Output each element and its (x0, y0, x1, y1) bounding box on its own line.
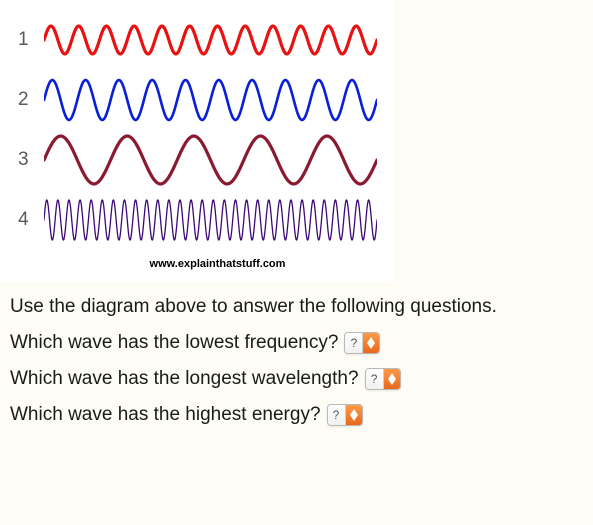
question-text-2: Which wave has the longest wavelength? (10, 368, 359, 390)
wave-label-2: 2 (18, 89, 44, 111)
answer-current-1: ? (345, 333, 363, 353)
answer-selector-3[interactable]: ? (327, 404, 363, 426)
wave-row-2: 2 (18, 70, 377, 130)
wave-1 (44, 12, 377, 68)
intro-text: Use the diagram above to answer the foll… (10, 296, 583, 318)
question-1: Which wave has the lowest frequency?? (10, 332, 583, 354)
wave-label-3: 3 (18, 149, 44, 171)
answer-selector-2[interactable]: ? (365, 368, 401, 390)
wave-diagram: 1 2 3 4 www.explainthatstuff.com (0, 0, 395, 282)
attribution-text: www.explainthatstuff.com (18, 250, 377, 274)
wave-4 (44, 192, 377, 248)
wave-row-1: 1 (18, 10, 377, 70)
question-3: Which wave has the highest energy?? (10, 404, 583, 426)
wave-label-1: 1 (18, 29, 44, 51)
intro-label: Use the diagram above to answer the foll… (10, 296, 497, 318)
question-text-3: Which wave has the highest energy? (10, 404, 321, 426)
wave-row-3: 3 (18, 130, 377, 190)
stepper-arrows-icon[interactable] (384, 369, 400, 389)
answer-current-2: ? (366, 369, 384, 389)
wave-label-4: 4 (18, 209, 44, 231)
answer-selector-1[interactable]: ? (344, 332, 380, 354)
wave-2 (44, 72, 377, 128)
wave-3 (44, 132, 377, 188)
question-text-1: Which wave has the lowest frequency? (10, 332, 338, 354)
question-block: Use the diagram above to answer the foll… (0, 282, 593, 450)
question-2: Which wave has the longest wavelength?? (10, 368, 583, 390)
wave-row-4: 4 (18, 190, 377, 250)
answer-current-3: ? (328, 405, 346, 425)
stepper-arrows-icon[interactable] (363, 333, 379, 353)
stepper-arrows-icon[interactable] (346, 405, 362, 425)
